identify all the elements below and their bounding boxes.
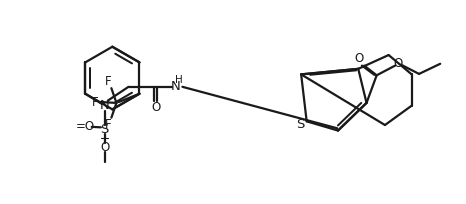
Text: O: O	[100, 141, 109, 154]
Text: =O: =O	[75, 120, 95, 133]
Text: N: N	[171, 80, 181, 93]
Text: N: N	[100, 99, 110, 112]
Text: F: F	[91, 95, 98, 109]
Text: O: O	[393, 57, 403, 70]
Text: F: F	[105, 118, 111, 131]
Text: S: S	[100, 123, 109, 136]
Text: O: O	[355, 52, 364, 65]
Text: S: S	[296, 118, 304, 131]
Text: F: F	[105, 75, 111, 88]
Text: O: O	[151, 101, 160, 114]
Text: H: H	[175, 75, 183, 85]
